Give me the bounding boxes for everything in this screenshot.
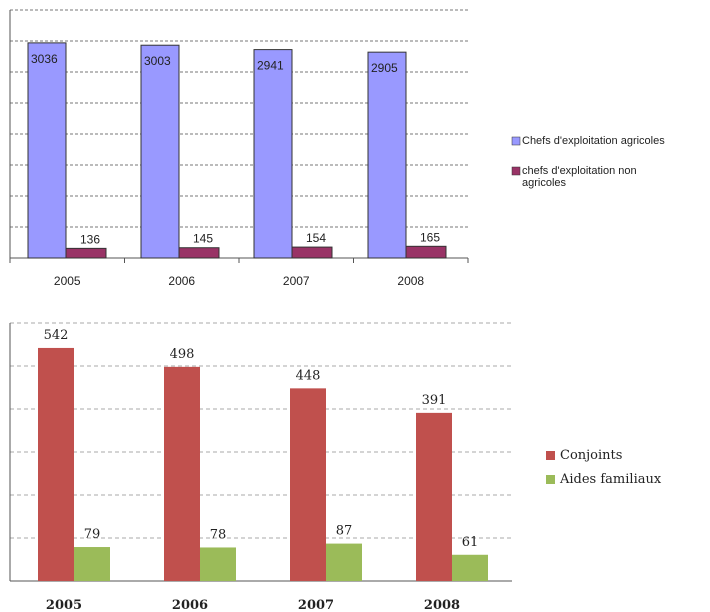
bar-aides-familiaux-2006 <box>200 547 236 581</box>
legend-label: Aides familiaux <box>559 472 662 487</box>
data-label: 165 <box>420 230 440 244</box>
data-label: 448 <box>296 368 321 383</box>
bar-conjoints-2006 <box>164 366 200 581</box>
bar-chefs-d-exploitation-agricoles-2006 <box>140 44 180 259</box>
data-label: 145 <box>193 232 213 246</box>
data-label: 78 <box>210 527 227 542</box>
chart-conjoints-aides: 542 79 2005 498 78 2006 448 87 2007 391 61 2008 Conj… <box>9 322 662 612</box>
chart-exploitation: 3036 136 2005 3003 145 2006 2941 154 2007 2905 165… <box>9 9 665 288</box>
x-tick-label: 2005 <box>46 598 82 612</box>
legend-swatch-chefs-d-exploitation-non-agricoles <box>511 166 521 176</box>
bar-conjoints-2008 <box>416 412 452 581</box>
x-tick-label: 2007 <box>283 274 310 288</box>
data-label: 391 <box>422 393 447 408</box>
bar-chefs-d-exploitation-agricoles-2008 <box>367 51 407 259</box>
legend-label: chefs d'exploitation non <box>522 165 637 177</box>
legend-swatch-conjoints <box>546 451 555 460</box>
data-label: 136 <box>80 232 100 246</box>
x-tick-label: 2007 <box>298 598 334 612</box>
legend-label: Conjoints <box>560 448 622 463</box>
data-label: 3003 <box>144 54 171 68</box>
bar-aides-familiaux-2005 <box>74 547 110 581</box>
x-tick-label: 2005 <box>54 274 81 288</box>
x-tick-label: 2008 <box>397 274 424 288</box>
bar-chefs-d-exploitation-non-agricoles-2007 <box>291 246 333 259</box>
data-label: 154 <box>306 231 326 245</box>
data-label: 2941 <box>257 59 284 73</box>
bar-aides-familiaux-2007 <box>326 543 362 581</box>
bar-chefs-d-exploitation-non-agricoles-2005 <box>65 247 107 259</box>
data-label: 2905 <box>371 61 398 75</box>
x-tick-label: 2006 <box>172 598 208 612</box>
bar-chefs-d-exploitation-non-agricoles-2006 <box>178 247 220 259</box>
x-tick-label: 2008 <box>424 598 460 612</box>
data-label: 79 <box>84 527 101 542</box>
bar-chefs-d-exploitation-agricoles-2005 <box>27 42 67 259</box>
bar-aides-familiaux-2008 <box>452 554 488 581</box>
legend-swatch-aides-familiaux <box>546 475 555 484</box>
legend-label: agricoles <box>522 177 567 189</box>
data-label: 542 <box>44 328 69 343</box>
bar-conjoints-2005 <box>38 347 74 581</box>
bar-chefs-d-exploitation-non-agricoles-2008 <box>405 245 447 259</box>
bar-conjoints-2007 <box>290 388 326 581</box>
legend-swatch-chefs-d-exploitation-agricoles <box>511 136 521 146</box>
x-tick-label: 2006 <box>168 274 195 288</box>
data-label: 87 <box>336 524 353 539</box>
data-label: 61 <box>462 535 479 550</box>
bar-chefs-d-exploitation-agricoles-2007 <box>253 49 293 259</box>
data-label: 3036 <box>31 52 58 66</box>
legend-label: Chefs d'exploitation agricoles <box>522 135 665 147</box>
data-label: 498 <box>170 347 195 362</box>
